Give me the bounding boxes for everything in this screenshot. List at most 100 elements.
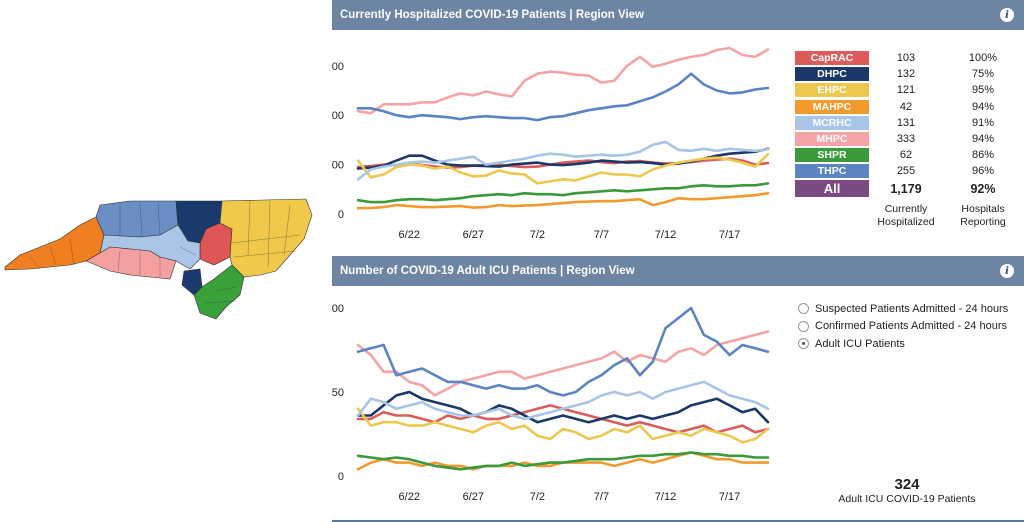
icu-panel-title: Number of COVID-19 Adult ICU Patients | … <box>340 265 635 277</box>
x-tick-label: 7/12 <box>655 491 676 503</box>
region-badge[interactable]: CapRAC <box>795 51 869 66</box>
icu-panel: Number of COVID-19 Adult ICU Patients | … <box>332 256 1024 522</box>
series-line-ehpc[interactable] <box>356 152 770 185</box>
table-row[interactable]: SHPR 62 86% <box>795 147 1024 163</box>
region-badge[interactable]: THPC <box>795 164 869 179</box>
x-tick-label: 6/22 <box>399 491 420 503</box>
radio-button[interactable] <box>798 320 809 332</box>
radio-label[interactable]: Adult ICU Patients <box>815 337 905 350</box>
hospitalized-count: 255 <box>896 165 916 178</box>
x-tick-label: 7/7 <box>594 491 609 503</box>
table-row[interactable]: MHPC 333 94% <box>795 131 1024 147</box>
table-row[interactable]: THPC 255 96% <box>795 163 1024 179</box>
reporting-pct: 86% <box>971 149 995 162</box>
region-badge-all[interactable]: All <box>795 180 869 197</box>
series-line-dhpc[interactable] <box>356 390 770 424</box>
all-reporting-pct: 92% <box>970 181 996 196</box>
reporting-pct: 95% <box>971 84 995 97</box>
series-line-mcrhc[interactable] <box>356 140 770 181</box>
column-label-hospitalized: Currently Hospitalized <box>869 203 943 228</box>
x-tick-label: 7/17 <box>719 229 740 241</box>
table-row[interactable]: DHPC 132 75% <box>795 66 1024 82</box>
region-summary-table: CapRAC 103 100% DHPC 132 75% EHPC 121 95% MAHPC 42… <box>795 50 1024 198</box>
x-tick-label: 6/22 <box>399 229 420 241</box>
x-tick-label: 7/12 <box>655 229 676 241</box>
hospitalized-count: 333 <box>896 133 916 146</box>
info-icon[interactable]: i <box>1000 264 1014 278</box>
hospitalized-line-chart: 0 100 200 300 6/22 6/27 7/2 7/7 7/12 7/17 <box>332 46 770 241</box>
series-line-mhpc[interactable] <box>356 330 770 397</box>
x-tick-label: 7/17 <box>719 491 740 503</box>
region-badge[interactable]: MHPC <box>795 132 869 147</box>
series-line-thpc[interactable] <box>356 306 770 397</box>
region-badge[interactable]: MCRHC <box>795 115 869 130</box>
column-label-line: Currently <box>884 203 928 215</box>
series-line-shpr[interactable] <box>356 451 770 471</box>
hospitalized-count: 103 <box>896 52 916 65</box>
region-badge[interactable]: EHPC <box>795 83 869 98</box>
all-hospitalized-count: 1,179 <box>890 181 922 196</box>
table-row[interactable]: EHPC 121 95% <box>795 82 1024 98</box>
hospitalized-count: 62 <box>899 149 913 162</box>
reporting-pct: 75% <box>971 68 995 81</box>
hospitalized-count: 131 <box>896 116 916 129</box>
reporting-pct: 96% <box>971 165 995 178</box>
series-line-mahpc[interactable] <box>356 191 770 210</box>
hospitalized-panel-title: Currently Hospitalized COVID-19 Patients… <box>340 9 644 21</box>
x-tick-label: 7/7 <box>594 229 609 241</box>
table-row-all[interactable]: All 1,179 92% <box>795 180 1024 198</box>
x-tick-label: 7/2 <box>530 229 545 241</box>
radio-button[interactable] <box>798 303 809 315</box>
icu-total-count: 324 <box>894 476 920 493</box>
metric-radio-group: Suspected Patients Admitted - 24 hours C… <box>798 300 1008 353</box>
x-tick-label: 6/27 <box>463 491 484 503</box>
radio-option-suspected[interactable]: Suspected Patients Admitted - 24 hours <box>798 300 1008 318</box>
reporting-pct: 91% <box>971 116 995 129</box>
column-label-line: Hospitalized <box>877 215 935 228</box>
table-row[interactable]: MAHPC 42 94% <box>795 99 1024 115</box>
map-region-shpr <box>193 264 245 320</box>
series-line-thpc[interactable] <box>356 72 770 122</box>
icu-total-label: Adult ICU COVID-19 Patients <box>838 493 976 505</box>
series-line-ehpc[interactable] <box>356 407 770 444</box>
y-tick-label: 300 <box>332 61 344 73</box>
y-tick-label: 0 <box>338 209 344 221</box>
y-tick-label: 200 <box>332 110 344 122</box>
map-region-mhpc <box>85 246 177 280</box>
hospitalized-count: 121 <box>896 84 916 97</box>
y-tick-label: 50 <box>332 387 344 399</box>
table-row[interactable]: CapRAC 103 100% <box>795 50 1024 66</box>
series-line-mcrhc[interactable] <box>356 380 770 421</box>
x-tick-label: 7/2 <box>530 491 545 503</box>
icu-line-chart: 0 50 100 6/22 6/27 7/2 7/7 7/12 7/17 <box>332 303 770 503</box>
icu-panel-header: Number of COVID-19 Adult ICU Patients | … <box>332 256 1024 286</box>
y-tick-label: 100 <box>332 303 344 315</box>
hospitalized-panel-header: Currently Hospitalized COVID-19 Patients… <box>332 0 1024 30</box>
map-region-ehpc <box>219 198 313 278</box>
info-icon[interactable]: i <box>1000 8 1014 22</box>
y-tick-label: 100 <box>332 160 344 172</box>
region-badge[interactable]: DHPC <box>795 67 869 82</box>
column-label-line: Hospitals <box>961 203 1005 215</box>
series-line-mhpc[interactable] <box>356 46 770 115</box>
radio-option-confirmed[interactable]: Confirmed Patients Admitted - 24 hours <box>798 318 1008 336</box>
column-label-reporting: Hospitals Reporting <box>943 203 1023 228</box>
hospitalized-panel: Currently Hospitalized COVID-19 Patients… <box>332 0 1024 256</box>
x-tick-label: 6/27 <box>463 229 484 241</box>
series-line-shpr[interactable] <box>356 182 770 204</box>
nc-region-map <box>4 198 313 320</box>
reporting-pct: 94% <box>971 133 995 146</box>
radio-option-adult-icu[interactable]: Adult ICU Patients <box>798 335 1008 353</box>
table-row[interactable]: MCRHC 131 91% <box>795 115 1024 131</box>
reporting-pct: 94% <box>971 100 995 113</box>
icu-total-block: 324 Adult ICU COVID-19 Patients <box>832 476 982 505</box>
radio-label[interactable]: Confirmed Patients Admitted - 24 hours <box>815 320 1007 333</box>
column-label-line: Reporting <box>960 215 1006 228</box>
region-badge[interactable]: MAHPC <box>795 99 869 114</box>
y-tick-label: 0 <box>338 471 344 483</box>
reporting-pct: 100% <box>968 52 998 65</box>
hospitalized-count: 132 <box>896 68 916 81</box>
radio-button-selected[interactable] <box>798 338 809 350</box>
region-badge[interactable]: SHPR <box>795 148 869 163</box>
radio-label[interactable]: Suspected Patients Admitted - 24 hours <box>815 302 1009 315</box>
